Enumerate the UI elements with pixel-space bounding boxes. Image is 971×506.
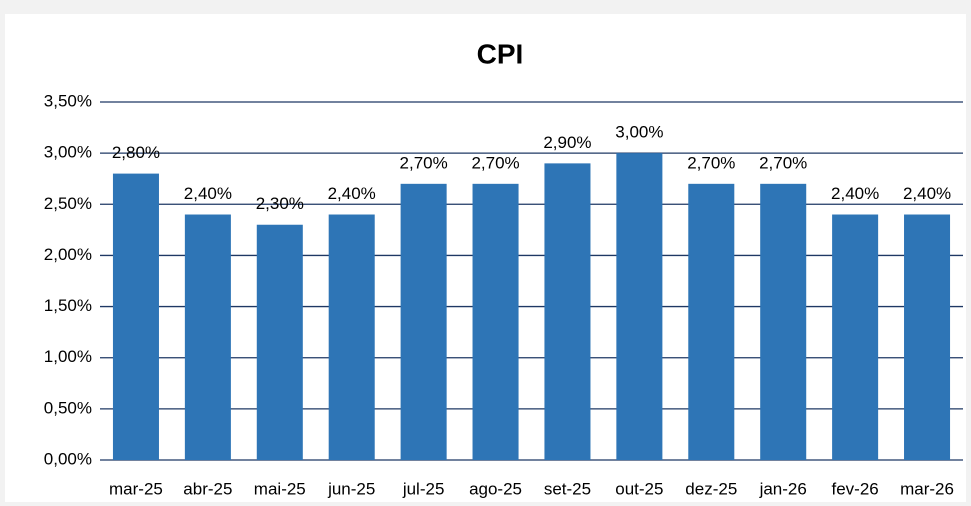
x-tick-label: set-25 [544, 479, 591, 498]
value-label: 2,90% [543, 133, 591, 152]
y-tick-label: 0,50% [44, 398, 92, 417]
value-label: 2,70% [471, 153, 519, 172]
bar [328, 214, 375, 460]
value-label: 2,40% [831, 184, 879, 203]
bar [544, 163, 591, 460]
y-tick-label: 0,00% [44, 449, 92, 468]
x-tick-label: abr-25 [183, 479, 232, 498]
bar [760, 183, 807, 461]
x-tick-label: ago-25 [469, 479, 522, 498]
x-tick-label: jul-25 [402, 479, 445, 498]
value-label: 2,40% [903, 184, 951, 203]
x-tick-label: dez-25 [685, 479, 737, 498]
bar [616, 153, 663, 460]
x-tick-label: fev-26 [832, 479, 879, 498]
x-tick-label: mar-26 [900, 479, 954, 498]
bar [688, 183, 735, 461]
bar [112, 173, 159, 460]
bar [832, 214, 879, 460]
bar [400, 183, 447, 461]
y-tick-label: 2,00% [44, 245, 92, 264]
value-label: 2,40% [184, 184, 232, 203]
y-tick-label: 3,50% [44, 91, 92, 110]
value-label: 2,30% [256, 194, 304, 213]
bar [256, 224, 303, 460]
value-label: 2,70% [759, 153, 807, 172]
y-tick-label: 2,50% [44, 194, 92, 213]
chart-title: CPI [477, 38, 524, 69]
value-label: 2,70% [687, 153, 735, 172]
y-tick-label: 3,00% [44, 143, 92, 162]
bar [472, 183, 519, 461]
value-label: 2,70% [400, 153, 448, 172]
bar [904, 214, 951, 460]
bar [184, 214, 231, 460]
x-tick-label: mar-25 [109, 479, 163, 498]
x-tick-label: mai-25 [254, 479, 306, 498]
x-tick-label: jun-25 [327, 479, 375, 498]
y-tick-label: 1,00% [44, 347, 92, 366]
x-tick-label: out-25 [615, 479, 663, 498]
y-tick-label: 1,50% [44, 296, 92, 315]
value-label: 2,40% [328, 184, 376, 203]
value-label: 2,80% [112, 143, 160, 162]
x-tick-label: jan-26 [759, 479, 807, 498]
value-label: 3,00% [615, 123, 663, 142]
